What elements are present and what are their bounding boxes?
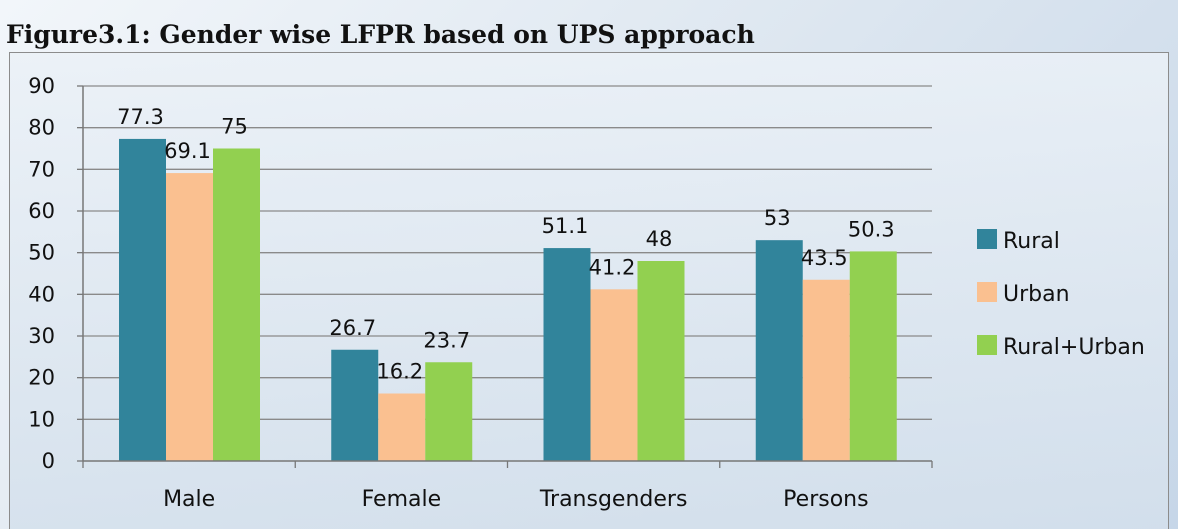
legend-swatch [977, 335, 997, 355]
data-label: 16.2 [376, 360, 423, 384]
bar-rural-persons [755, 240, 803, 461]
bar-rural-transgenders [543, 248, 591, 461]
legend-swatch [977, 282, 997, 302]
bar-urban-transgenders [590, 289, 638, 461]
bar-rural-urban-female [425, 362, 473, 461]
y-tick-label: 70 [28, 157, 55, 181]
bar-rural-male [119, 138, 166, 461]
legend-swatch [977, 229, 997, 249]
data-label: 50.3 [848, 217, 895, 241]
legend-label: Urban [1003, 282, 1070, 307]
axes [82, 86, 933, 468]
y-tick-label: 0 [42, 449, 55, 473]
y-tick-label: 40 [28, 282, 55, 306]
x-axis-categories: Male Female Transgenders Persons [163, 487, 869, 512]
bar-urban-persons [802, 279, 850, 461]
data-label: 53 [764, 206, 791, 230]
y-tick-label: 20 [28, 366, 55, 390]
bar-rural-urban-transgenders [637, 261, 685, 461]
bars [119, 138, 897, 462]
data-label: 43.5 [801, 246, 848, 270]
legend: Rural Urban Rural+Urban [977, 229, 1145, 360]
data-label: 26.7 [329, 316, 376, 340]
data-label: 51.1 [542, 214, 589, 238]
y-axis-ticks: 0 10 20 30 40 50 60 70 80 90 [28, 74, 83, 473]
data-label: 77.3 [117, 105, 164, 129]
y-tick-label: 30 [28, 324, 55, 348]
data-label: 48 [646, 227, 673, 251]
category-label: Male [163, 487, 215, 512]
bar-urban-female [378, 393, 426, 461]
data-labels: 77.369.1 75 26.716.223.7 51.141.2 48 53 43.550… [117, 105, 895, 384]
data-label: 23.7 [423, 328, 470, 352]
figure-title: Figure3.1: Gender wise LFPR based on UPS… [6, 20, 755, 49]
category-label: Persons [783, 487, 868, 512]
bar-rural-urban-male [213, 148, 260, 461]
category-label: Transgenders [539, 487, 688, 512]
bar-rural-female [331, 349, 379, 461]
category-label: Female [362, 487, 442, 512]
y-tick-label: 10 [28, 407, 55, 431]
data-label: 75 [221, 115, 248, 139]
bar-urban-male [166, 173, 213, 462]
data-label: 69.1 [164, 139, 211, 163]
legend-label: Rural [1003, 229, 1060, 254]
data-label: 41.2 [589, 255, 636, 279]
bar-rural-urban-persons [849, 251, 897, 461]
y-tick-label: 90 [28, 74, 55, 98]
y-tick-label: 60 [28, 199, 55, 223]
y-tick-label: 50 [28, 241, 55, 265]
legend-label: Rural+Urban [1003, 335, 1145, 360]
y-tick-label: 80 [28, 116, 55, 140]
